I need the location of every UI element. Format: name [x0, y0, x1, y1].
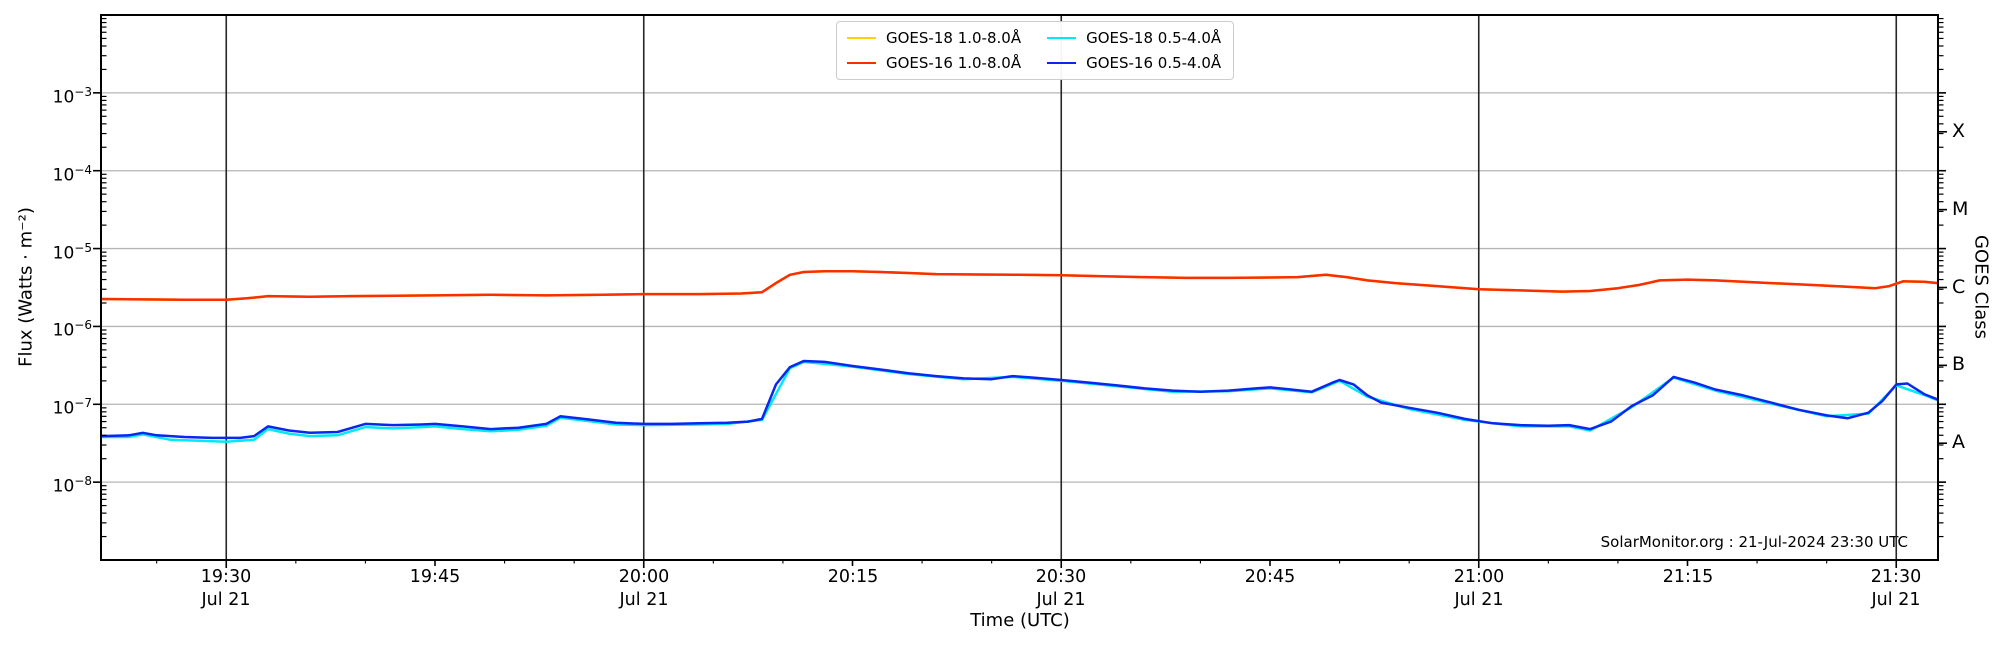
- x-tick-label: 21:00 Jul 21: [1453, 567, 1505, 610]
- y-tick-label: 10−3: [52, 85, 92, 108]
- plot-border: [100, 14, 1939, 561]
- goes-class-label-x: X: [1952, 120, 1966, 142]
- y-axis-title: Flux (Watts · m⁻²): [15, 207, 37, 367]
- y-tick-label: 10−6: [52, 318, 92, 341]
- x-tick-label: 21:30 Jul 21: [1870, 567, 1922, 610]
- legend-item: GOES-16 0.5-4.0Å: [1047, 54, 1221, 72]
- legend-label: GOES-16 0.5-4.0Å: [1086, 54, 1222, 72]
- legend-item: GOES-18 1.0-8.0Å: [847, 29, 1021, 47]
- legend: GOES-18 1.0-8.0Å GOES-16 1.0-8.0Å GOES-18 …: [836, 21, 1235, 80]
- legend-label: GOES-16 1.0-8.0Å: [886, 54, 1022, 72]
- y-tick-label: 10−5: [52, 241, 92, 264]
- y-tick-label: 10−7: [52, 396, 92, 419]
- legend-column: GOES-18 0.5-4.0Å GOES-16 0.5-4.0Å: [1047, 29, 1221, 72]
- legend-column: GOES-18 1.0-8.0Å GOES-16 1.0-8.0Å: [847, 29, 1021, 72]
- goes-class-label-b: B: [1952, 353, 1966, 375]
- legend-label: GOES-18 0.5-4.0Å: [1086, 29, 1222, 47]
- series-line-goes-18-0.5-4.0-: [101, 360, 1938, 444]
- x-tick-label: 19:30 Jul 21: [200, 567, 252, 610]
- attribution-text: SolarMonitor.org : 21-Jul-2024 23:30 UTC: [1600, 533, 1908, 551]
- legend-item: GOES-18 0.5-4.0Å: [1047, 29, 1221, 47]
- legend-swatch: [1047, 62, 1077, 64]
- legend-item: GOES-16 1.0-8.0Å: [847, 54, 1021, 72]
- series-line-goes-16-1.0-8.0-: [101, 270, 1938, 302]
- x-tick-label: 21:15: [1662, 567, 1714, 587]
- x-tick-label: 20:15: [827, 567, 879, 587]
- x-tick-label: 20:45: [1244, 567, 1296, 587]
- legend-swatch: [847, 62, 876, 64]
- y-tick-label: 10−4: [52, 163, 92, 186]
- goes-class-label-a: A: [1952, 431, 1965, 453]
- x-tick-label: 20:30 Jul 21: [1035, 567, 1087, 610]
- legend-label: GOES-18 1.0-8.0Å: [886, 29, 1022, 47]
- legend-swatch: [1047, 37, 1077, 39]
- x-axis-title: Time (UTC): [970, 610, 1070, 631]
- legend-swatch: [847, 37, 876, 39]
- goes-class-label-c: C: [1952, 276, 1966, 298]
- right-axis-title: GOES Class: [1970, 235, 1992, 339]
- goes-class-label-m: M: [1952, 198, 1969, 220]
- x-tick-label: 19:45: [409, 567, 461, 587]
- x-tick-label: 20:00 Jul 21: [618, 567, 670, 610]
- y-tick-label: 10−8: [52, 474, 92, 497]
- series-line-goes-16-0.5-4.0-: [101, 359, 1938, 440]
